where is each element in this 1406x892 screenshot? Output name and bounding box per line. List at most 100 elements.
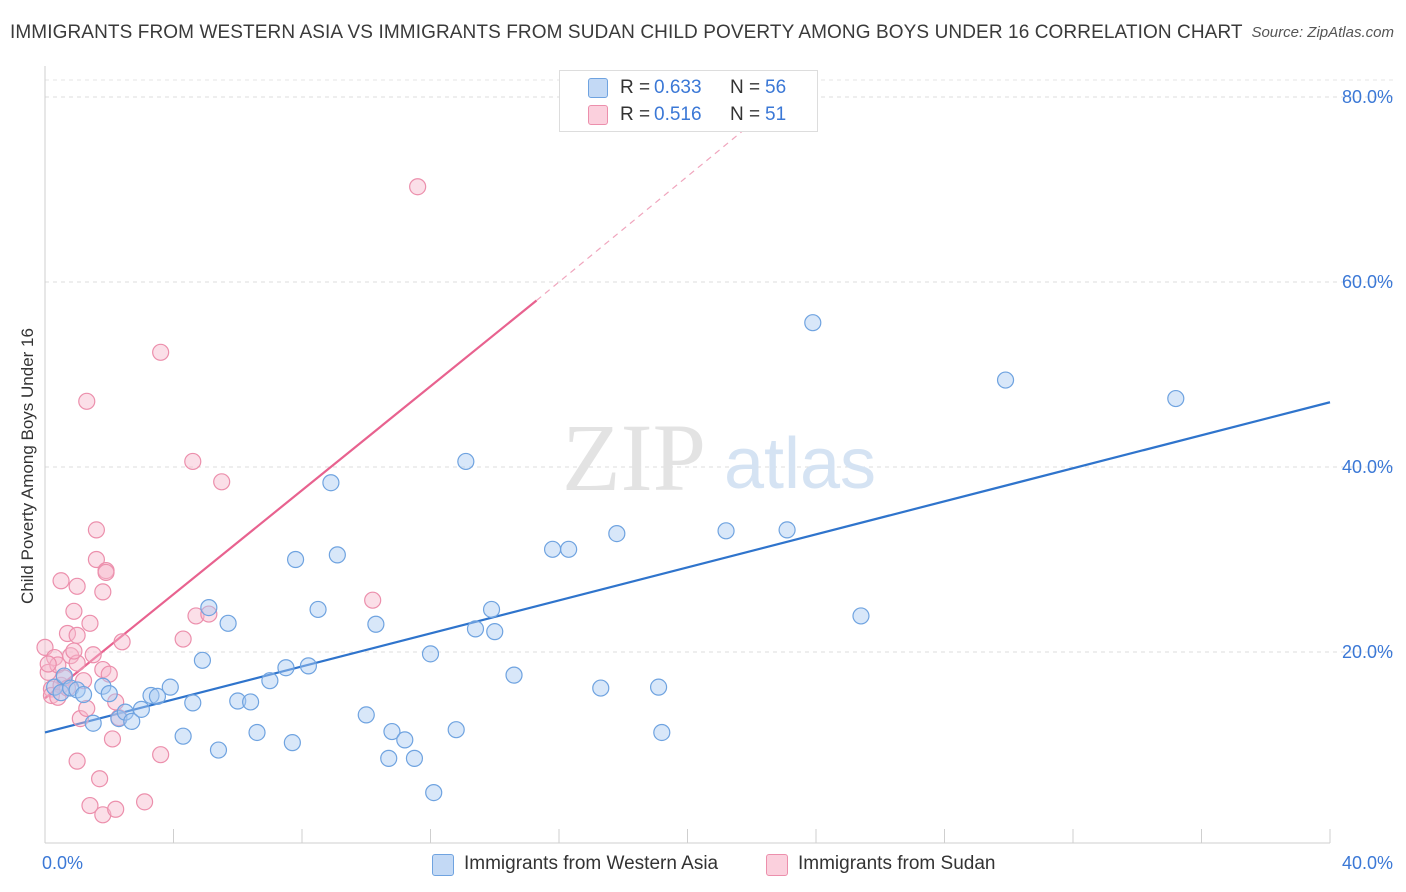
point-western-asia [84,714,102,732]
watermark: ZIP atlas [562,404,876,511]
stats-row-western-asia: R = 0.633 N = 56 [560,73,817,101]
point-western-asia [283,734,301,752]
point-sudan [187,607,205,625]
point-western-asia [486,623,504,641]
point-western-asia [242,693,260,711]
point-western-asia [286,550,305,569]
point-western-asia [466,620,485,638]
point-western-asia [425,783,443,802]
point-western-asia [132,700,150,718]
point-sudan [78,699,96,718]
point-sudan [213,473,231,491]
point-sudan [103,730,122,748]
point-western-asia [357,706,375,724]
n-value: 51 [765,104,787,125]
point-sudan [74,672,93,690]
point-sudan [87,521,106,539]
point-western-asia [421,645,440,663]
point-western-asia [608,524,626,543]
point-sudan [87,550,106,569]
series-legend: Immigrants from Western Asia Immigrants … [0,852,1406,878]
watermark-atlas: atlas [724,424,876,504]
r-label: R = [620,77,651,98]
point-sudan [68,577,86,595]
point-western-asia [1167,389,1185,408]
r-label: R = [620,104,651,125]
point-western-asia [219,614,237,632]
stats-row-sudan: R = 0.516 N = 51 [560,100,817,128]
point-sudan [107,800,125,818]
point-western-asia [74,685,93,704]
point-western-asia [100,685,118,703]
point-western-asia [174,727,192,745]
x-tick-labels: 0.0% 40.0% [42,853,1393,873]
point-sudan [68,752,86,770]
legend-label: Immigrants from Sudan [798,853,996,874]
point-sudan [113,633,131,651]
point-sudan [71,709,89,728]
point-sudan [65,642,83,660]
x-tick-label: 0.0% [42,853,83,873]
point-western-asia [142,686,160,705]
point-western-asia [328,546,346,564]
point-western-asia [383,722,401,741]
point-sudan [78,392,96,410]
point-western-asia [505,666,523,684]
point-western-asia [396,731,414,749]
point-western-asia [543,540,562,558]
stats-legend: R = 0.633 N = 56 R = 0.516 N = 51 [559,70,818,132]
point-western-asia [852,607,870,625]
point-sudan [81,796,99,815]
y-tick-label: 20.0% [1342,642,1393,662]
x-tick-label: 40.0% [1342,853,1393,873]
y-tick-label: 60.0% [1342,272,1393,292]
point-western-asia [261,672,279,690]
point-western-asia [367,615,385,633]
point-western-asia [482,600,501,619]
point-western-asia [123,712,141,730]
point-sudan [65,602,83,620]
point-sudan [409,178,427,196]
point-western-asia [649,678,668,696]
point-sudan [184,452,202,471]
point-sudan [91,770,109,788]
point-western-asia [996,371,1015,389]
trend-line-sudan [44,299,538,700]
point-sudan [364,591,382,609]
point-western-asia [309,600,327,619]
point-western-asia [653,723,671,742]
point-sudan [152,343,170,361]
swatch-western-asia [432,854,454,876]
point-western-asia [148,687,167,706]
point-western-asia [380,749,398,767]
point-sudan [39,655,57,673]
point-western-asia [209,741,228,759]
y-tick-label: 80.0% [1342,87,1393,107]
r-value: 0.633 [654,77,702,98]
point-western-asia [447,721,465,739]
point-western-asia [717,522,735,540]
point-western-asia [184,694,202,712]
swatch-sudan [766,854,788,876]
n-label: N = [730,77,761,98]
n-value: 56 [765,77,787,98]
legend-label: Immigrants from Western Asia [464,853,719,874]
point-western-asia [778,521,796,539]
point-western-asia [193,651,212,669]
point-sudan [94,583,112,601]
y-tick-labels: 20.0% 40.0% 60.0% 80.0% [1342,87,1393,662]
swatch-western-asia [588,78,608,98]
point-western-asia [161,678,179,696]
point-sudan [97,563,115,582]
point-sudan [174,630,192,648]
point-western-asia [277,659,295,677]
axes [44,66,1331,844]
point-sudan [135,793,154,811]
data-points [36,178,1185,824]
point-western-asia [322,474,340,492]
y-axis-label: Child Poverty Among Boys Under 16 [18,328,37,604]
point-sudan [94,806,112,824]
point-western-asia [804,314,822,332]
point-western-asia [592,679,610,697]
